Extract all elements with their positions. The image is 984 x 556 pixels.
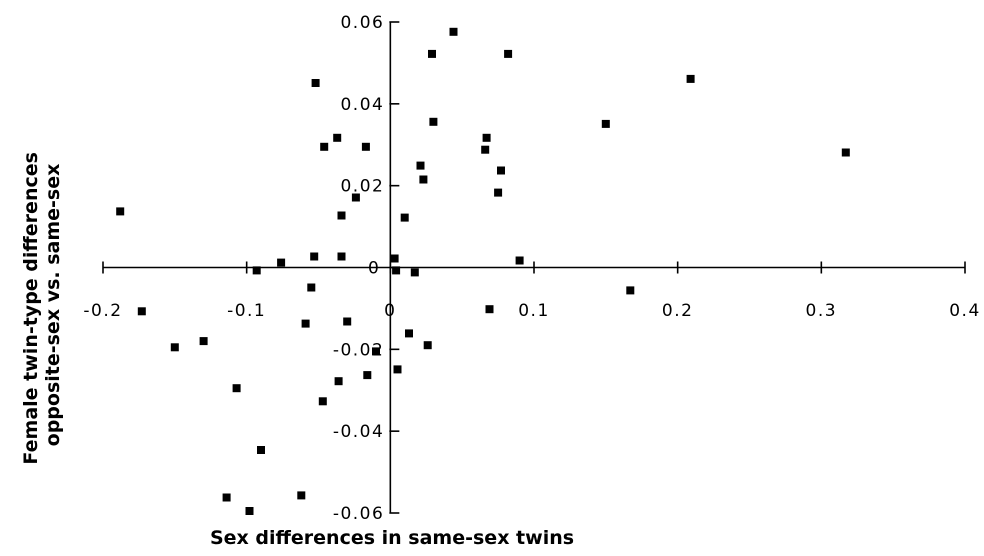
data-point	[372, 347, 380, 356]
x-tick-label: -0.1	[227, 301, 266, 321]
data-point	[428, 49, 436, 58]
data-point	[497, 166, 505, 175]
y-axis-title: Female twin-type differences opposite-se…	[20, 145, 64, 464]
data-point	[343, 317, 352, 326]
data-point	[361, 142, 370, 151]
y-tick-label: 0.02	[340, 177, 384, 197]
data-point	[416, 161, 425, 170]
data-point	[363, 371, 372, 380]
data-point	[393, 365, 402, 374]
data-point	[318, 397, 327, 406]
data-point	[307, 283, 316, 292]
data-point	[601, 119, 610, 128]
data-point	[320, 142, 329, 151]
y-axis: -0.06 -0.04 -0.02 0.02 0.04 0.06 0	[333, 13, 400, 524]
x-tick-label: -0.2	[83, 301, 122, 321]
data-point	[310, 252, 319, 261]
data-point	[252, 266, 261, 275]
data-point	[485, 305, 494, 314]
data-point	[405, 329, 413, 338]
y-tick-label: -0.02	[333, 340, 385, 360]
x-tick-label: 0.2	[662, 301, 694, 321]
data-point	[277, 258, 286, 267]
data-point	[245, 507, 254, 515]
x-axis-title: Sex differences in same-sex twins	[210, 527, 574, 549]
data-point	[400, 213, 409, 222]
y-tick-label: 0	[368, 259, 380, 279]
data-point	[390, 254, 399, 263]
data-point	[423, 341, 432, 350]
data-point	[481, 145, 490, 154]
data-point	[841, 148, 850, 157]
x-tick-label: 0.3	[806, 301, 838, 321]
data-point	[419, 175, 428, 184]
data-point	[297, 491, 306, 500]
data-point	[429, 117, 438, 126]
data-point	[337, 252, 346, 261]
y-tick-label: 0.06	[340, 13, 384, 33]
data-point	[337, 211, 346, 220]
data-point	[137, 307, 146, 316]
data-point	[410, 268, 419, 277]
y-tick-label: 0.04	[340, 95, 384, 115]
data-point	[449, 27, 458, 36]
data-point	[626, 286, 635, 295]
data-point	[311, 79, 320, 87]
data-point	[199, 337, 208, 346]
data-point	[333, 133, 342, 142]
data-points	[116, 27, 850, 515]
data-point	[686, 74, 695, 83]
data-point	[494, 188, 503, 197]
data-point	[222, 493, 231, 502]
data-point	[116, 207, 125, 216]
data-point	[351, 193, 360, 202]
x-tick-label: 0.4	[949, 301, 981, 321]
data-point	[504, 49, 513, 58]
y-tick-label: -0.04	[333, 422, 385, 442]
data-point	[515, 256, 524, 265]
data-point	[482, 133, 491, 142]
y-tick-label: -0.06	[333, 504, 385, 524]
x-axis: -0.2 -0.1 0 0.1 0.2 0.3 0.4	[83, 261, 981, 321]
data-point	[257, 446, 265, 454]
data-point	[232, 384, 241, 393]
data-point	[392, 266, 401, 275]
data-point	[301, 319, 310, 328]
x-tick-label: 0.1	[518, 301, 550, 321]
y-axis-title-line-2: opposite-sex vs. same-sex	[42, 164, 64, 447]
y-axis-title-line-1: Female twin-type differences	[20, 152, 42, 465]
data-point	[170, 343, 179, 352]
data-point	[334, 377, 343, 386]
